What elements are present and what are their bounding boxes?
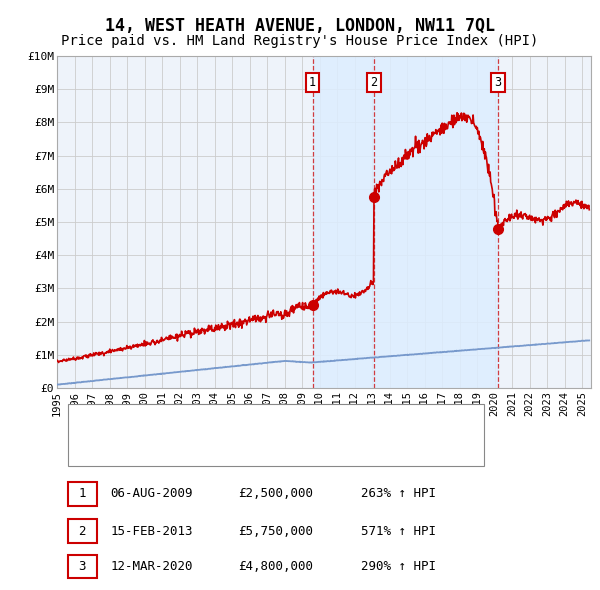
- Text: 3: 3: [79, 560, 86, 573]
- Text: 14, WEST HEATH AVENUE, LONDON, NW11 7QL (detached house): 14, WEST HEATH AVENUE, LONDON, NW11 7QL …: [118, 416, 469, 426]
- Text: 15-FEB-2013: 15-FEB-2013: [110, 525, 193, 537]
- FancyBboxPatch shape: [68, 519, 97, 543]
- FancyBboxPatch shape: [68, 404, 484, 467]
- Text: 1: 1: [309, 76, 316, 89]
- Text: 06-AUG-2009: 06-AUG-2009: [110, 487, 193, 500]
- Text: 3: 3: [494, 76, 502, 89]
- Text: £5,750,000: £5,750,000: [239, 525, 314, 537]
- Text: 2: 2: [370, 76, 377, 89]
- Text: 290% ↑ HPI: 290% ↑ HPI: [361, 560, 436, 573]
- Text: Price paid vs. HM Land Registry's House Price Index (HPI): Price paid vs. HM Land Registry's House …: [61, 34, 539, 48]
- FancyBboxPatch shape: [68, 482, 97, 506]
- Text: 263% ↑ HPI: 263% ↑ HPI: [361, 487, 436, 500]
- Text: 14, WEST HEATH AVENUE, LONDON, NW11 7QL: 14, WEST HEATH AVENUE, LONDON, NW11 7QL: [105, 17, 495, 35]
- Text: £4,800,000: £4,800,000: [239, 560, 314, 573]
- Text: 1: 1: [79, 487, 86, 500]
- Text: HPI: Average price, detached house, Barnet: HPI: Average price, detached house, Barn…: [118, 444, 381, 454]
- Text: £2,500,000: £2,500,000: [239, 487, 314, 500]
- Bar: [374, 56, 498, 388]
- Text: 12-MAR-2020: 12-MAR-2020: [110, 560, 193, 573]
- Text: 571% ↑ HPI: 571% ↑ HPI: [361, 525, 436, 537]
- Bar: [313, 56, 374, 388]
- FancyBboxPatch shape: [68, 555, 97, 578]
- Text: 2: 2: [79, 525, 86, 537]
